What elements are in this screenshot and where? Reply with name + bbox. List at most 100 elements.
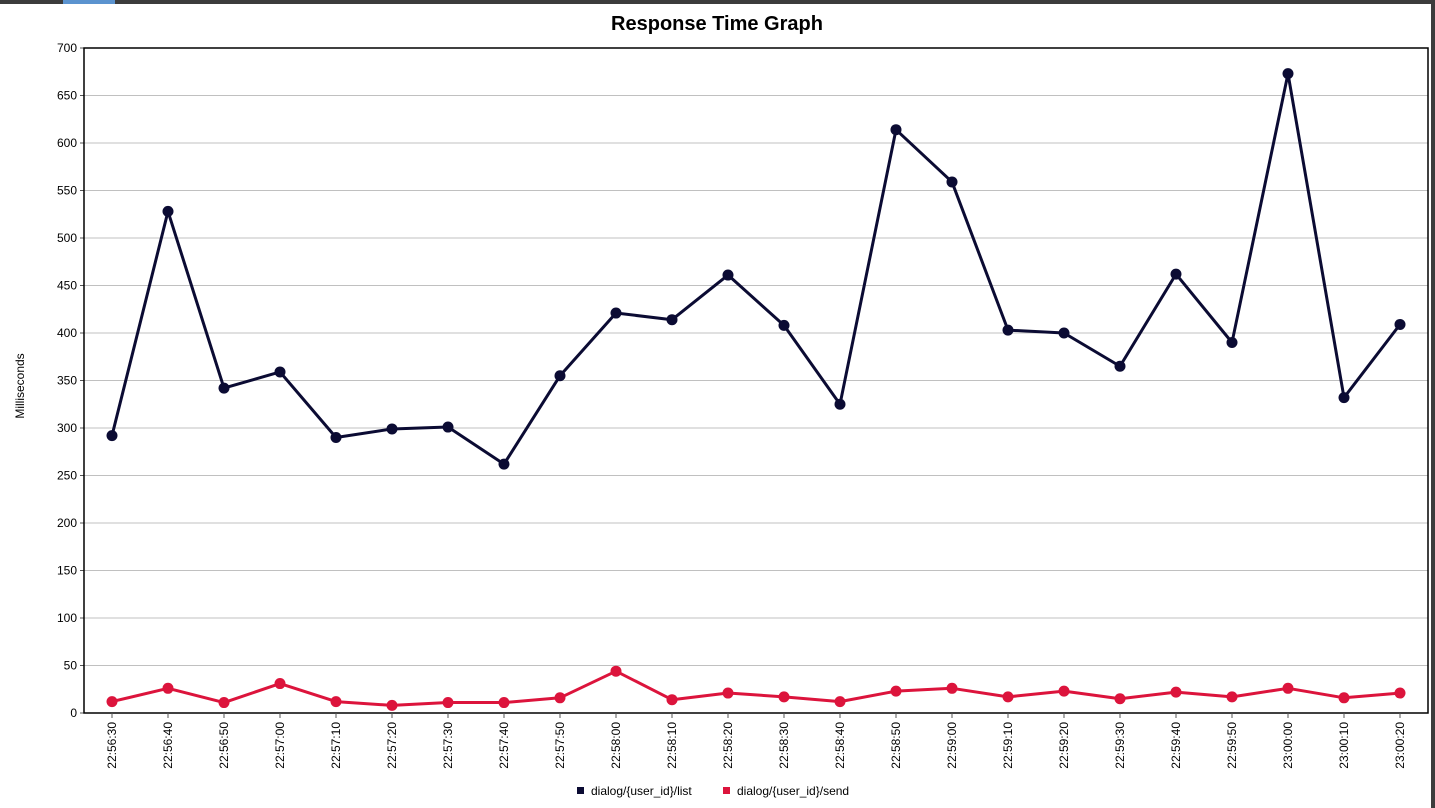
grid-lines [84,48,1428,713]
data-point [442,421,454,433]
plot-border [83,47,1429,714]
data-point [498,458,510,470]
x-tick-label: 22:56:40 [161,722,175,769]
x-tick-label: 23:00:00 [1281,722,1295,769]
x-tick-label: 22:57:20 [385,722,399,769]
data-point [106,430,118,442]
y-tick-label: 450 [57,279,77,293]
data-point [834,398,846,410]
data-point [218,382,230,394]
x-tick-label: 22:57:30 [441,722,455,769]
x-tick-label: 22:58:10 [665,722,679,769]
data-point [666,314,678,326]
data-point [1394,318,1406,330]
y-tick-label: 600 [57,136,77,150]
data-point [610,307,622,319]
active-tab-indicator[interactable] [63,0,115,4]
data-point [610,665,622,677]
x-tick-label: 22:58:40 [833,722,847,769]
data-point [498,697,510,709]
data-point [778,691,790,703]
legend-marker [723,787,730,794]
x-tick-label: 22:56:30 [105,722,119,769]
x-tick-label: 22:58:50 [889,722,903,769]
window-right-border [1431,0,1435,808]
x-tick-label: 22:58:00 [609,722,623,769]
data-point [666,694,678,706]
data-point [1058,327,1070,339]
y-tick-label: 100 [57,611,77,625]
x-tick-label: 22:59:50 [1225,722,1239,769]
data-point [442,697,454,709]
x-tick-label: 22:59:30 [1113,722,1127,769]
series-layer [106,68,1406,711]
y-tick-label: 550 [57,184,77,198]
data-point [890,685,902,697]
data-point [1058,685,1070,697]
data-point [1114,693,1126,705]
data-point [778,319,790,331]
y-tick-label: 400 [57,326,77,340]
x-tick-label: 23:00:20 [1393,722,1407,769]
data-point [946,176,958,188]
legend-label: dialog/{user_id}/send [737,784,849,798]
y-tick-label: 650 [57,89,77,103]
data-point [1338,692,1350,704]
x-tick-label: 22:58:30 [777,722,791,769]
axes: 0 50 100 150 200 250 300 350 400 450 500 550 600 650 7… [57,41,1429,769]
data-point [386,423,398,435]
data-point [1114,360,1126,372]
x-tick-label: 22:57:00 [273,722,287,769]
data-point [834,696,846,708]
data-point [1282,68,1294,80]
data-point [330,432,342,443]
x-tick-label: 22:57:10 [329,722,343,769]
data-point [1226,337,1238,348]
x-tick-label: 22:59:00 [945,722,959,769]
y-tick-label: 500 [57,231,77,245]
y-tick-label: 350 [57,374,77,388]
legend: dialog/{user_id}/list dialog/{user_id}/se… [577,784,849,798]
data-point [1226,691,1238,703]
data-point [1002,691,1014,703]
data-point [330,696,342,708]
y-tick-label: 50 [64,659,78,673]
data-point [1282,682,1294,694]
y-tick-label: 150 [57,564,77,578]
x-tick-label: 22:59:40 [1169,722,1183,769]
data-point [274,366,286,378]
y-tick-label: 200 [57,516,77,530]
data-point [106,696,118,708]
legend-label: dialog/{user_id}/list [591,784,692,798]
series-line-2 [111,669,1401,707]
chart-title: Response Time Graph [611,13,823,35]
window-top-bar [0,0,1435,4]
data-point [162,205,174,217]
data-point [274,678,286,690]
y-tick-label: 700 [57,41,77,55]
y-tick-label: 0 [70,706,77,720]
data-point [554,692,566,704]
data-point [162,682,174,694]
data-point [1394,687,1406,699]
x-tick-label: 22:56:50 [217,722,231,769]
data-point [1170,686,1182,698]
x-tick-label: 23:00:10 [1337,722,1351,769]
data-point [218,697,230,709]
data-point [722,269,734,281]
x-tick-label: 22:59:20 [1057,722,1071,769]
data-point [1170,268,1182,280]
data-point [1338,392,1350,404]
data-point [386,699,398,711]
data-point [890,124,902,136]
x-tick-label: 22:57:50 [553,722,567,769]
y-axis-label: Milliseconds [13,353,27,418]
y-tick-label: 300 [57,421,77,435]
y-tick-label: 250 [57,469,77,483]
data-point [722,687,734,699]
x-tick-label: 22:57:40 [497,722,511,769]
legend-marker [577,787,584,794]
data-point [1002,324,1014,336]
data-point [946,682,958,694]
